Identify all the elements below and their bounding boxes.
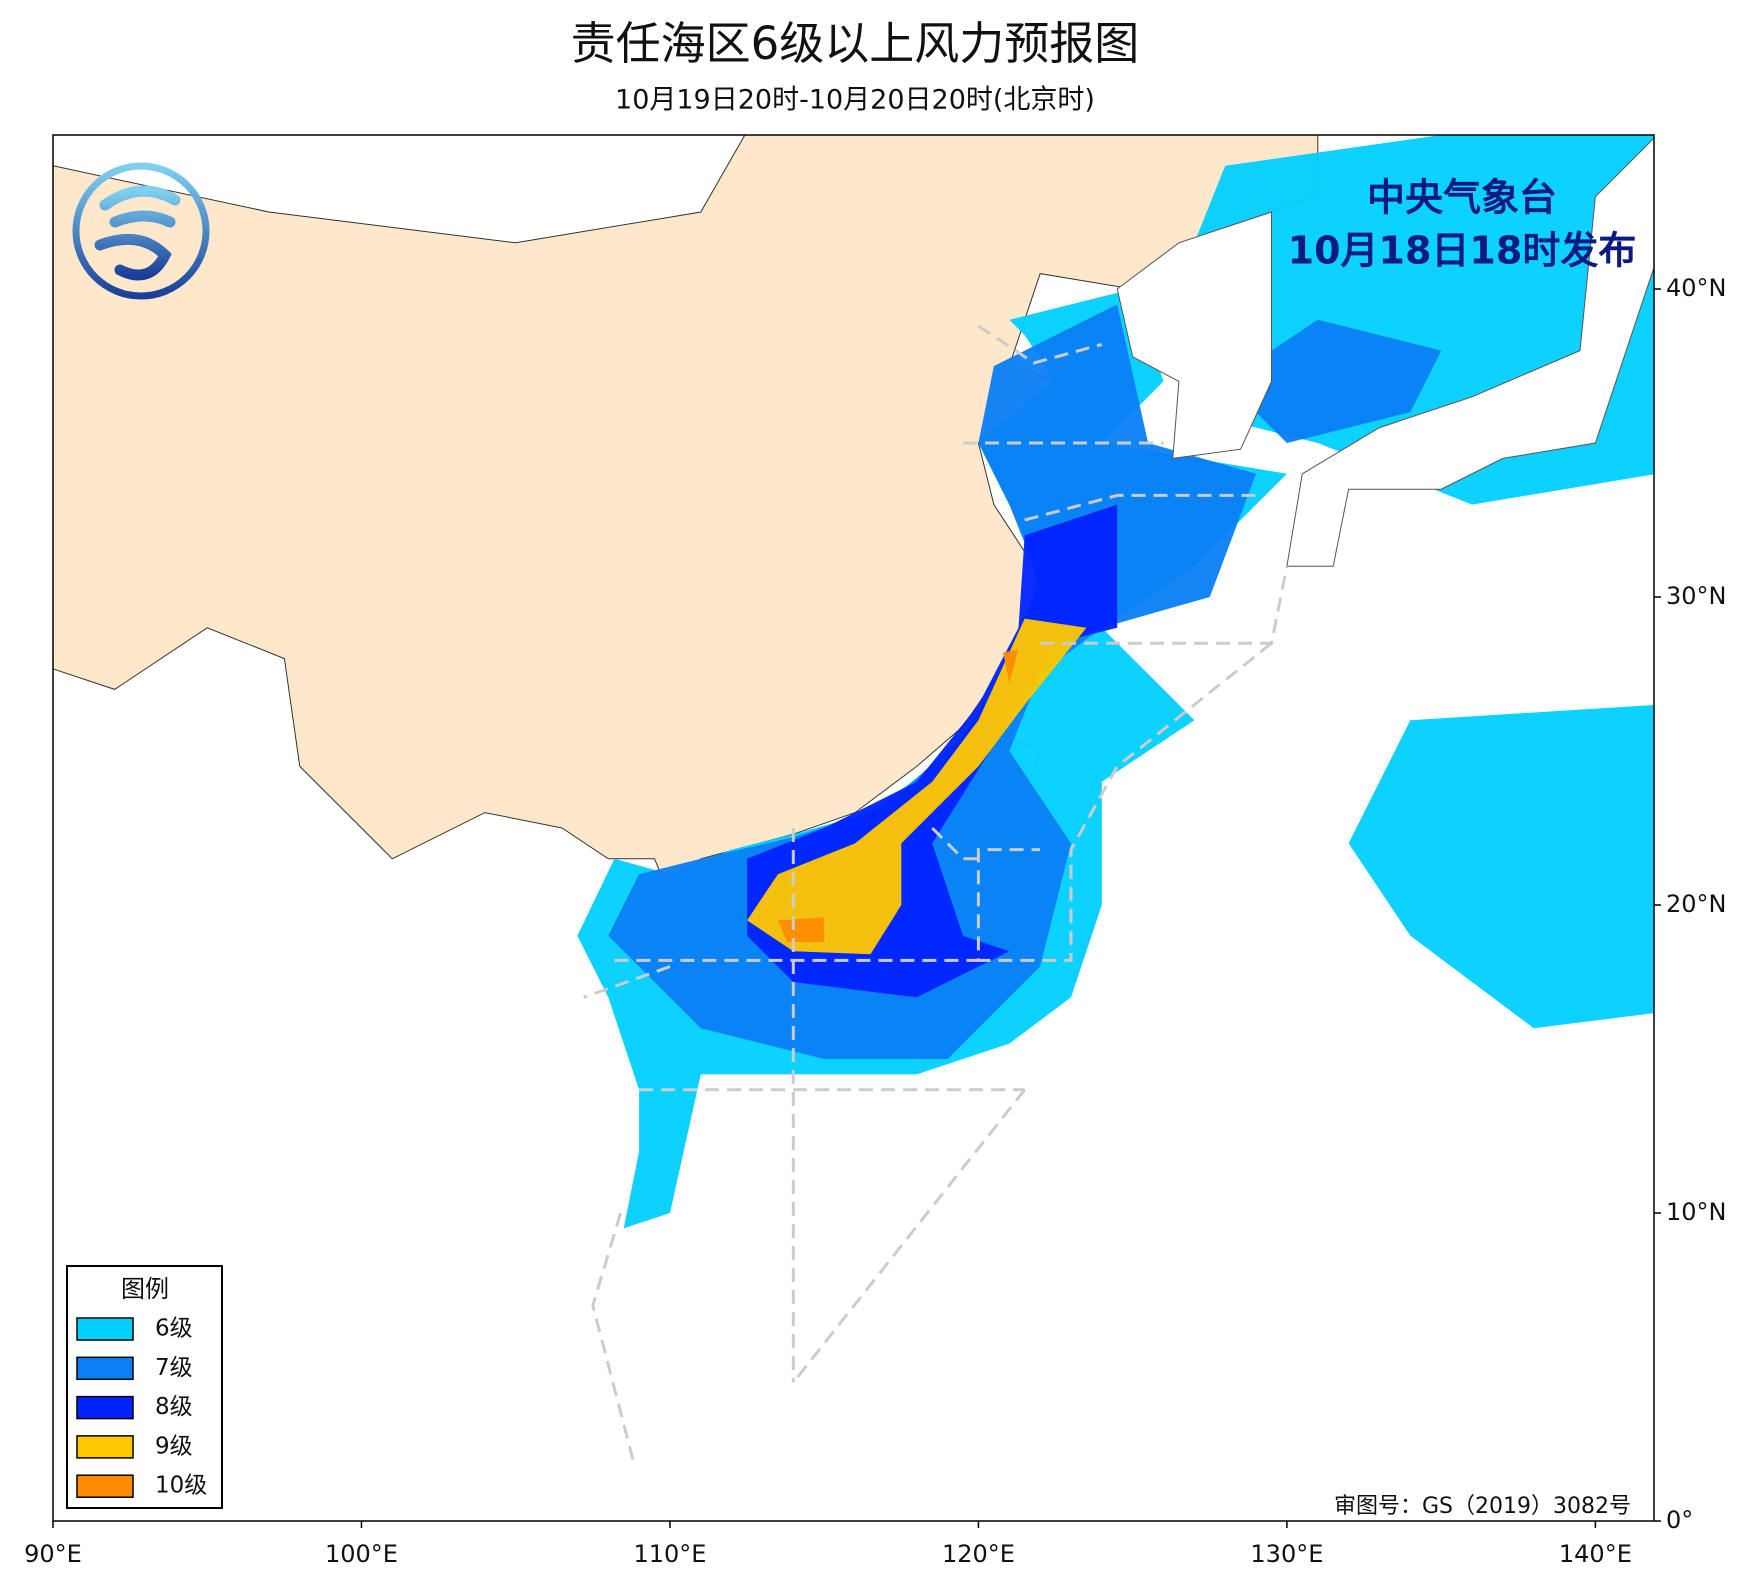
- legend-label: 10级: [155, 1473, 207, 1499]
- sea-area-boundary: [583, 965, 671, 999]
- issue-time: 10月18日18时发布: [1288, 229, 1637, 273]
- x-tick-label: 120°E: [942, 1540, 1015, 1568]
- sea-area-boundary: [976, 642, 1273, 962]
- land-korea: [1116, 211, 1272, 459]
- wind-zone: [747, 618, 1087, 955]
- legend-swatch: [76, 1395, 134, 1420]
- map-frame: [52, 134, 1655, 1522]
- wind-zone: [777, 917, 825, 942]
- sea-area-boundary: [1024, 493, 1257, 522]
- legend-label: 8级: [155, 1394, 193, 1420]
- legend: 图例 6级 7级 8级 9级 10级: [66, 1265, 223, 1509]
- legend-title: 图例: [121, 1275, 169, 1303]
- map-layers: [53, 135, 1654, 1460]
- legend-box: [66, 1265, 223, 1509]
- legend-label: 6级: [155, 1316, 193, 1342]
- x-tick-label: 140°E: [1559, 1540, 1632, 1568]
- y-tick-label: 40°N: [1666, 274, 1727, 302]
- x-tick-label: 90°E: [24, 1540, 82, 1568]
- wind-zone: [1348, 704, 1654, 1029]
- wind-zone: [1003, 649, 1019, 684]
- approval-number: 审图号：GS（2019）3082号: [1334, 1494, 1631, 1519]
- logo: [72, 162, 210, 300]
- issuer: 中央气象台: [1367, 176, 1557, 220]
- land-japan: [1286, 137, 1654, 567]
- legend-swatch: [76, 1435, 134, 1459]
- wind-zone: [1225, 319, 1442, 443]
- legend-label: 7级: [155, 1355, 193, 1381]
- y-tick-label: 0°: [1666, 1506, 1693, 1534]
- legend-swatch: [76, 1317, 134, 1341]
- sea-area-boundary: [931, 826, 979, 861]
- legend-swatch: [76, 1474, 134, 1498]
- x-tick-label: 100°E: [325, 1540, 398, 1568]
- y-tick-label: 20°N: [1666, 890, 1727, 918]
- y-tick-label: 10°N: [1666, 1198, 1727, 1226]
- legend-label: 9级: [155, 1433, 193, 1459]
- sea-area-boundary: [792, 1088, 1026, 1384]
- x-tick-label: 110°E: [633, 1540, 706, 1568]
- x-tick-label: 130°E: [1250, 1540, 1323, 1568]
- subtitle: 10月19日20时-10月20日20时(北京时): [615, 85, 1095, 116]
- sea-area-boundary: [591, 1212, 635, 1460]
- y-tick-label: 30°N: [1666, 582, 1727, 610]
- sea-area-boundary: [977, 324, 1103, 365]
- title: 责任海区6级以上风力预报图: [571, 17, 1140, 70]
- legend-swatch: [76, 1356, 134, 1381]
